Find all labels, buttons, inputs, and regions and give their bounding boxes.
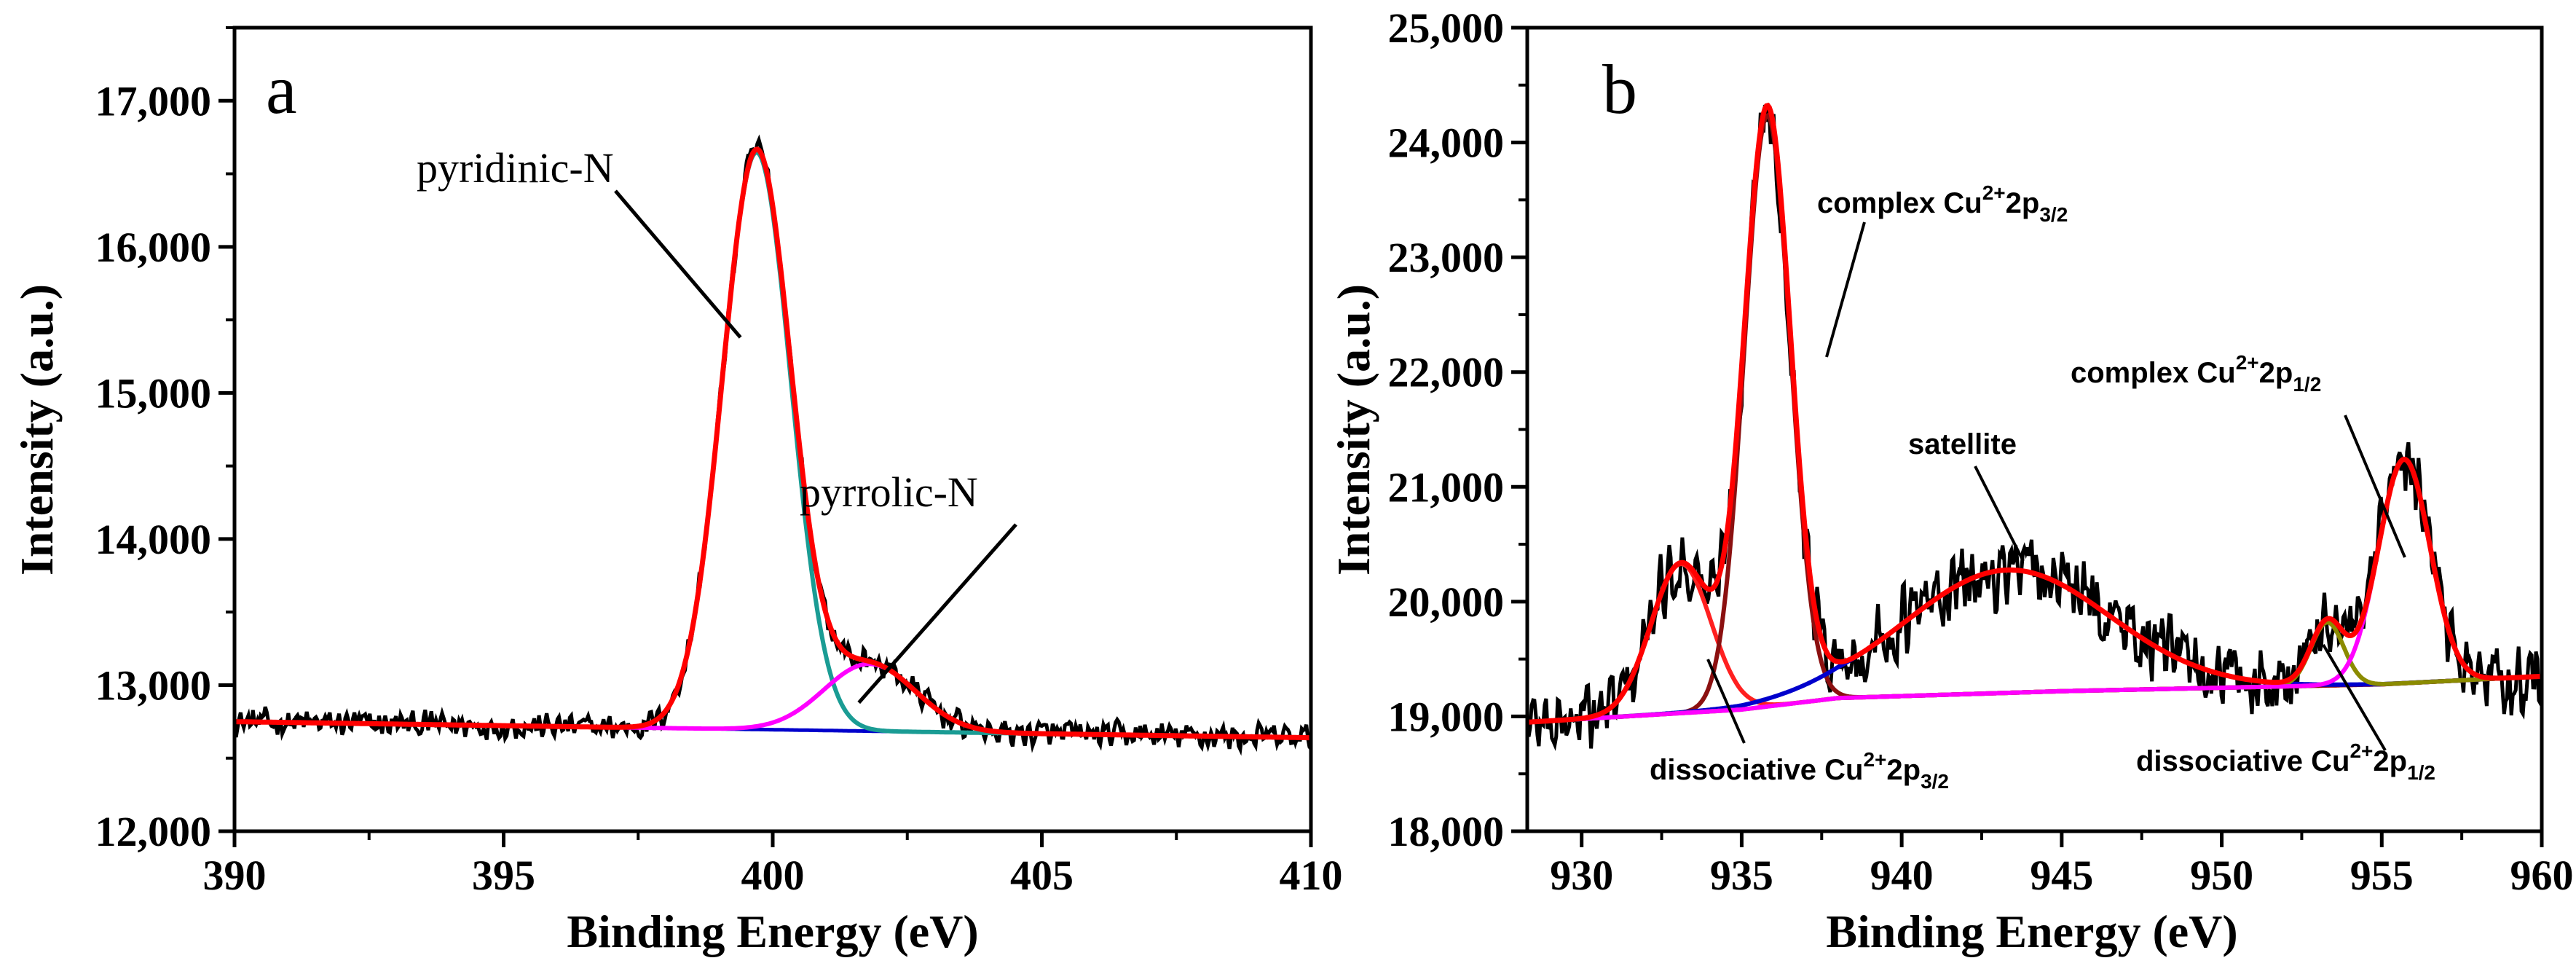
peak-satellite [1527, 568, 2542, 725]
annotation-complex-2p12: complex Cu2+2p1/2 [2071, 351, 2321, 396]
annotation-dissociative-2p32-arrow [1706, 659, 1746, 744]
annotation-complex-2p12-arrow [2344, 415, 2406, 558]
annotation-pyrrolic-n: pyrrolic-N [800, 468, 978, 516]
raw-data-line [235, 134, 1311, 756]
panel-a-x-axis-label: Binding Energy (eV) [567, 906, 978, 957]
x-tick-label: 955 [2350, 852, 2414, 899]
panel-b-x-axis-label: Binding Energy (eV) [1826, 906, 2237, 957]
panel-b: 930 935 940 945 950 955 960 18,000 19,000 20,000… [1328, 4, 2574, 957]
panel-a-x-axis: 390 395 400 405 410 [203, 831, 1343, 899]
y-tick-label: 25,000 [1388, 4, 1505, 52]
y-tick-label: 16,000 [95, 224, 212, 271]
y-tick-label: 15,000 [95, 369, 212, 417]
envelope-fit-line [235, 146, 1311, 741]
x-tick-label: 940 [1870, 852, 1934, 899]
y-tick-label: 14,000 [95, 516, 212, 563]
annotation-dissociative-2p12-arrow [2322, 643, 2387, 752]
panel-b-y-axis: 18,000 19,000 20,000 21,000 22,000 23,000 24,0… [1388, 4, 1527, 855]
annotation-satellite-arrow [1974, 466, 2025, 562]
panel-a-plot-area [235, 134, 1311, 756]
annotation-pyrrolic-n-arrow [857, 523, 1017, 704]
x-tick-label: 935 [1710, 852, 1773, 899]
panel-b-label: b [1602, 50, 1637, 128]
panel-b-y-axis-label: Intensity (a.u.) [1328, 284, 1379, 576]
x-tick-label: 400 [741, 852, 805, 899]
x-tick-label: 930 [1550, 852, 1613, 899]
x-tick-label: 950 [2190, 852, 2253, 899]
annotation-dissociative-2p32: dissociative Cu2+2p3/2 [1650, 748, 1949, 793]
y-tick-label: 18,000 [1388, 808, 1505, 855]
x-tick-label: 945 [2030, 852, 2093, 899]
y-tick-label: 22,000 [1388, 349, 1505, 396]
y-tick-label: 20,000 [1388, 578, 1505, 626]
annotation-dissociative-2p12: dissociative Cu2+2p1/2 [2136, 739, 2435, 784]
x-tick-label: 410 [1280, 852, 1343, 899]
panel-b-plot-area [1527, 102, 2542, 751]
y-tick-label: 21,000 [1388, 463, 1505, 511]
peak-pyridinic-n [235, 150, 1311, 740]
x-tick-label: 390 [203, 852, 267, 899]
x-tick-label: 960 [2510, 852, 2574, 899]
x-tick-label: 395 [472, 852, 535, 899]
annotation-pyridinic-n: pyridinic-N [417, 144, 614, 192]
panel-b-x-axis: 930 935 940 945 950 955 960 [1550, 831, 2574, 899]
panel-a: 390 395 400 405 410 12,000 13,000 14,000 15,000… [11, 25, 1343, 957]
x-tick-label: 405 [1010, 852, 1074, 899]
annotation-complex-2p32: complex Cu2+2p3/2 [1817, 181, 2068, 226]
panel-a-label: a [266, 50, 297, 128]
y-tick-label: 23,000 [1388, 234, 1505, 281]
y-tick-label: 17,000 [95, 77, 212, 125]
panel-a-y-axis-label: Intensity (a.u.) [11, 284, 63, 576]
y-tick-label: 13,000 [95, 661, 212, 709]
envelope-fit-line [1527, 102, 2542, 725]
peak-dissociative-cu2-2p1-2 [1527, 620, 2542, 725]
panel-a-frame [232, 25, 1313, 833]
annotation-pyridinic-n-arrow [614, 189, 742, 339]
y-tick-label: 24,000 [1388, 119, 1505, 167]
annotation-complex-2p32-arrow [1825, 221, 1866, 358]
y-tick-label: 19,000 [1388, 693, 1505, 740]
y-tick-label: 12,000 [95, 808, 212, 855]
panel-a-y-axis: 12,000 13,000 14,000 15,000 16,000 17,000 [95, 26, 235, 855]
annotation-satellite: satellite [1908, 428, 2017, 460]
